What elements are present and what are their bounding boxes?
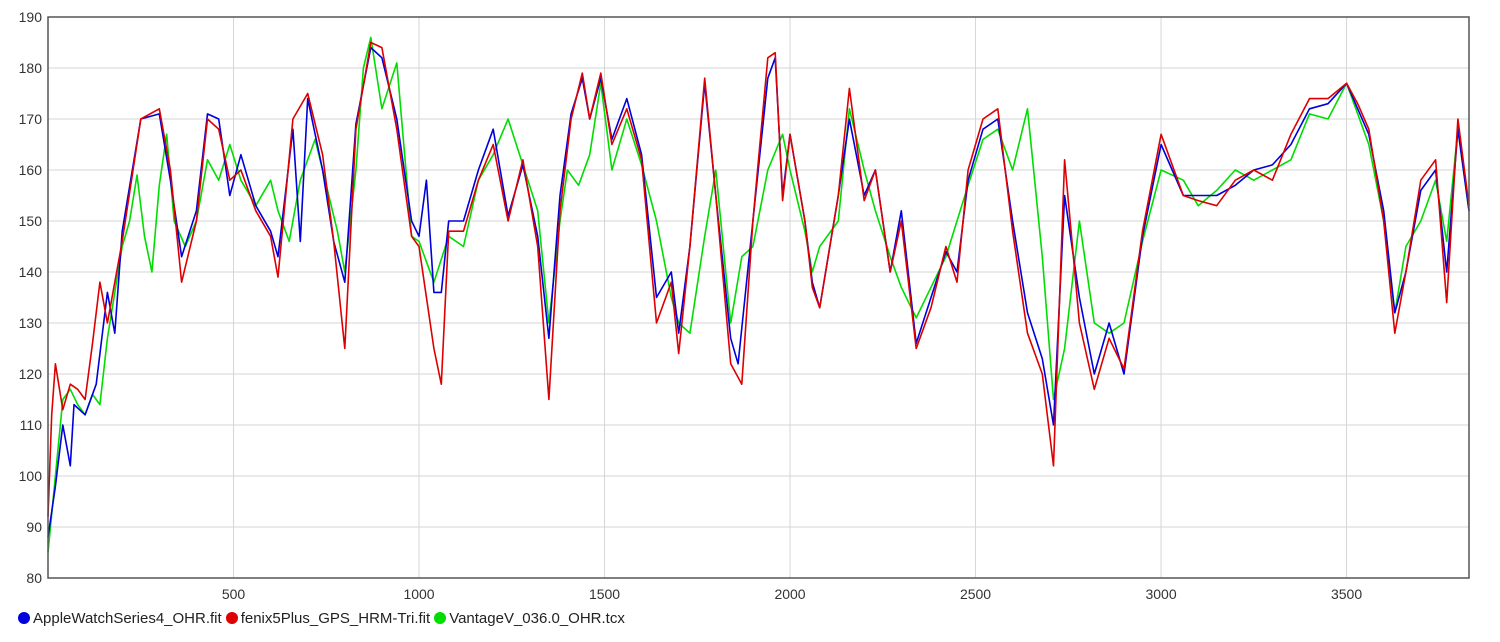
legend-label: VantageV_036.0_OHR.tcx xyxy=(449,609,625,627)
y-tick-label: 180 xyxy=(19,60,43,76)
y-tick-label: 100 xyxy=(19,468,43,484)
y-tick-label: 140 xyxy=(19,264,43,280)
series-line-2 xyxy=(47,36,1470,553)
y-axis-tick-labels: 80 90 100 110 120 130 140 150 160 170 180 190 xyxy=(19,9,43,586)
y-tick-label: 90 xyxy=(26,519,42,535)
chart-legend: AppleWatchSeries4_OHR.fit fenix5Plus_GPS_… xyxy=(18,605,625,631)
x-tick-label: 1500 xyxy=(589,586,620,602)
legend-dot-icon xyxy=(18,612,30,624)
y-tick-label: 110 xyxy=(20,417,43,433)
x-tick-label: 2000 xyxy=(774,586,805,602)
series-line-1 xyxy=(47,41,1470,517)
legend-item-0[interactable]: AppleWatchSeries4_OHR.fit xyxy=(18,610,222,627)
series-lines xyxy=(47,36,1470,553)
legend-item-1[interactable]: fenix5Plus_GPS_HRM-Tri.fit xyxy=(225,609,431,627)
x-tick-label: 3000 xyxy=(1145,586,1176,602)
y-tick-label: 120 xyxy=(19,366,43,382)
x-axis-tick-labels: 500 1000 1500 2000 2500 3000 3500 xyxy=(222,586,1363,602)
legend-dot-icon xyxy=(225,612,238,624)
y-tick-label: 160 xyxy=(19,162,43,178)
legend-item-2[interactable]: VantageV_036.0_OHR.tcx xyxy=(434,610,625,627)
y-tick-label: 130 xyxy=(19,315,43,331)
y-tick-label: 150 xyxy=(19,213,43,229)
x-tick-label: 3500 xyxy=(1331,586,1362,602)
grid-lines xyxy=(48,16,1469,579)
plot-frame xyxy=(47,16,1470,579)
x-tick-label: 500 xyxy=(222,586,246,602)
y-tick-label: 190 xyxy=(19,9,43,25)
legend-label: AppleWatchSeries4_OHR.fit xyxy=(33,609,222,627)
x-tick-label: 2500 xyxy=(960,586,991,602)
series-line-0 xyxy=(47,46,1470,538)
x-tick-label: 1000 xyxy=(403,586,434,602)
y-tick-label: 170 xyxy=(19,111,43,127)
legend-label: fenix5Plus_GPS_HRM-Tri.fit xyxy=(240,609,431,627)
y-tick-label: 80 xyxy=(26,570,42,586)
legend-dot-icon xyxy=(434,612,447,624)
